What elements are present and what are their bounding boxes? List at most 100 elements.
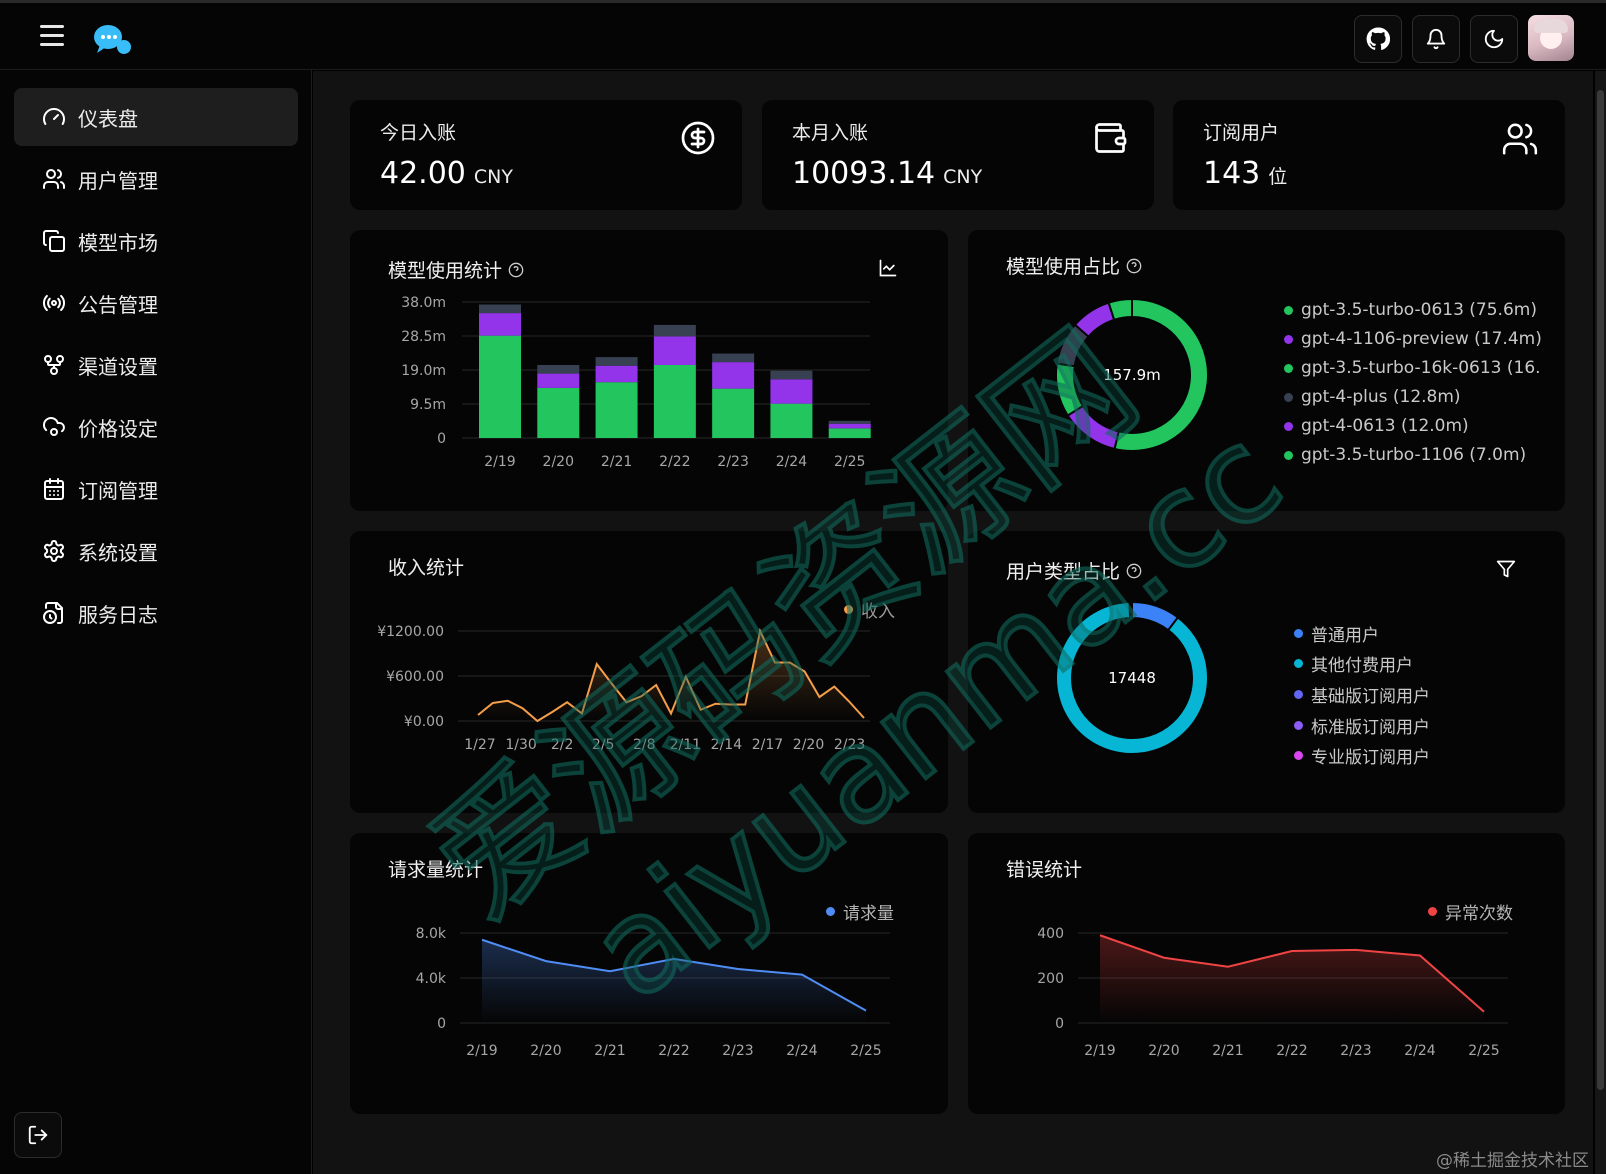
bell-icon [1426, 29, 1446, 50]
menu-toggle-icon[interactable] [40, 25, 68, 49]
stat-card-subscribers: 订阅用户 143 位 [1173, 100, 1565, 210]
sidebar-item-logs[interactable]: 服务日志 [14, 584, 298, 642]
sidebar-item-subscriptions[interactable]: 订阅管理 [14, 460, 298, 518]
y-tick-label: 19.0m [401, 363, 446, 379]
card-title: 用户类型占比 [1006, 557, 1142, 584]
logout-button[interactable] [14, 1112, 62, 1158]
bar-segment [653, 324, 696, 337]
settings-icon [44, 540, 64, 562]
donut-slice [1107, 297, 1133, 322]
donut-slice [1113, 297, 1209, 452]
file-clock-icon [43, 602, 63, 624]
requests-chart: 8.0k 4.0k 0 2/19 2/20 2/21 2/22 2/23 2/24 2/25 [416, 926, 890, 1059]
legend-item[interactable]: 标准版订阅用户 [1294, 713, 1430, 738]
card-title: 模型使用统计 [388, 256, 524, 283]
help-icon[interactable] [1126, 258, 1142, 274]
sidebar-item-label: 服务日志 [78, 602, 158, 627]
sidebar-item-dashboard[interactable]: 仪表盘 [14, 88, 298, 146]
y-tick-label: 4.0k [416, 971, 447, 987]
user-types-chart: 17448 [1055, 600, 1209, 755]
theme-toggle-button[interactable] [1470, 15, 1518, 63]
legend-item[interactable]: gpt-4-plus (12.8m) [1284, 387, 1461, 407]
legend-item[interactable]: gpt-4-0613 (12.0m) [1284, 416, 1469, 436]
donut-center-label: 157.9m [1103, 366, 1161, 384]
y-tick-label: ¥0.00 [404, 714, 444, 730]
x-tick-label: 2/21 [594, 1043, 625, 1059]
broadcast-icon [42, 294, 66, 312]
card-title: 请求量统计 [388, 859, 484, 881]
sidebar-item-users[interactable]: 用户管理 [14, 150, 298, 208]
legend-item[interactable]: 基础版订阅用户 [1294, 682, 1430, 707]
y-tick-label: 8.0k [416, 926, 447, 942]
model-share-card: 模型使用占比 157.9m gpt-3.5-turbo-0613 (75.6m)… [968, 230, 1565, 511]
sidebar: 仪表盘 用户管理 模型市场 公告管理 渠道设置 价格设定 订阅管理 系统设置 服… [0, 70, 312, 1174]
notifications-button[interactable] [1412, 15, 1460, 63]
legend-item[interactable]: 收入 [844, 597, 895, 622]
x-tick-label: 1/27 [464, 737, 495, 753]
errors-chart: 400 200 0 2/19 2/20 2/21 2/22 2/23 2/24 2/25 [1037, 926, 1508, 1059]
x-tick-label: 2/21 [601, 454, 632, 470]
bar-segment [595, 365, 638, 383]
avatar[interactable] [1528, 15, 1574, 61]
stat-label: 本月入账 [792, 122, 869, 144]
sidebar-item-announcements[interactable]: 公告管理 [14, 274, 298, 332]
model-usage-card: 模型使用统计 38.0m 28.5m 19.0m 9.5m 0 2/19 2/20 2/21 2… [350, 230, 948, 511]
y-tick-label: 28.5m [401, 329, 446, 345]
legend-item[interactable]: 其他付费用户 [1294, 651, 1413, 676]
sidebar-item-channels[interactable]: 渠道设置 [14, 336, 298, 394]
bar-segment [595, 382, 638, 438]
sidebar-item-settings[interactable]: 系统设置 [14, 522, 298, 580]
bar-segment [712, 388, 755, 438]
sidebar-item-label: 公告管理 [78, 292, 158, 317]
y-tick-label: 200 [1037, 971, 1064, 987]
moon-icon [1484, 29, 1504, 49]
bar-segment [479, 304, 521, 314]
x-tick-label: 2/20 [793, 737, 824, 753]
legend-item[interactable]: 异常次数 [1428, 899, 1513, 924]
income-chart: ¥1200.00 ¥600.00 ¥0.00 1/27 1/30 2/2 2/5 2/8 2/1… [377, 624, 870, 753]
help-icon[interactable] [1126, 563, 1142, 579]
legend-item[interactable]: 请求量 [826, 899, 894, 924]
x-tick-label: 2/22 [1276, 1043, 1307, 1059]
x-tick-label: 2/25 [850, 1043, 881, 1059]
y-tick-label: 0 [437, 431, 446, 447]
x-tick-label: 2/11 [670, 737, 701, 753]
bar-segment [828, 420, 871, 424]
x-tick-label: 2/22 [659, 454, 690, 470]
bar-segment [537, 373, 580, 388]
x-tick-label: 2/25 [834, 454, 865, 470]
sidebar-item-label: 价格设定 [78, 416, 158, 441]
sidebar-item-model-market[interactable]: 模型市场 [14, 212, 298, 270]
bar-segment [537, 387, 580, 438]
bar-segment [770, 370, 813, 380]
x-tick-label: 2/23 [834, 737, 865, 753]
legend-item[interactable]: gpt-3.5-turbo-16k-0613 (16. [1284, 358, 1541, 378]
sidebar-item-label: 仪表盘 [78, 106, 138, 131]
github-button[interactable] [1354, 15, 1402, 63]
legend-item[interactable]: gpt-3.5-turbo-1106 (7.0m) [1284, 445, 1526, 465]
line-chart-icon[interactable] [878, 258, 898, 278]
users-icon [1502, 123, 1538, 155]
github-icon [1366, 27, 1390, 51]
stat-value: 143 位 [1203, 156, 1288, 191]
legend-item[interactable]: gpt-3.5-turbo-0613 (75.6m) [1284, 300, 1537, 320]
stat-value: 42.00 CNY [380, 156, 513, 191]
git-fork-icon [44, 355, 64, 375]
y-tick-label: ¥1200.00 [377, 624, 444, 640]
stat-value: 10093.14 CNY [792, 156, 983, 191]
x-tick-label: 2/23 [717, 454, 748, 470]
filter-icon[interactable] [1496, 559, 1516, 579]
scrollbar-thumb[interactable] [1597, 90, 1604, 1090]
area-fill [1100, 935, 1484, 1023]
y-tick-label: 9.5m [410, 397, 446, 413]
bar-segment [712, 353, 755, 363]
legend-item[interactable]: 普通用户 [1294, 621, 1379, 646]
donut-slice [1055, 601, 1209, 755]
help-icon[interactable] [508, 262, 524, 278]
requests-card: 请求量统计 8.0k 4.0k 0 2/19 2/20 2/21 2/22 2/23 2/24 2… [350, 833, 948, 1114]
legend-item[interactable]: 专业版订阅用户 [1294, 743, 1430, 768]
legend-item[interactable]: gpt-4-1106-preview (17.4m) [1284, 329, 1542, 349]
x-tick-label: 2/21 [1212, 1043, 1243, 1059]
sidebar-item-pricing[interactable]: 价格设定 [14, 398, 298, 456]
income-line [477, 627, 865, 723]
